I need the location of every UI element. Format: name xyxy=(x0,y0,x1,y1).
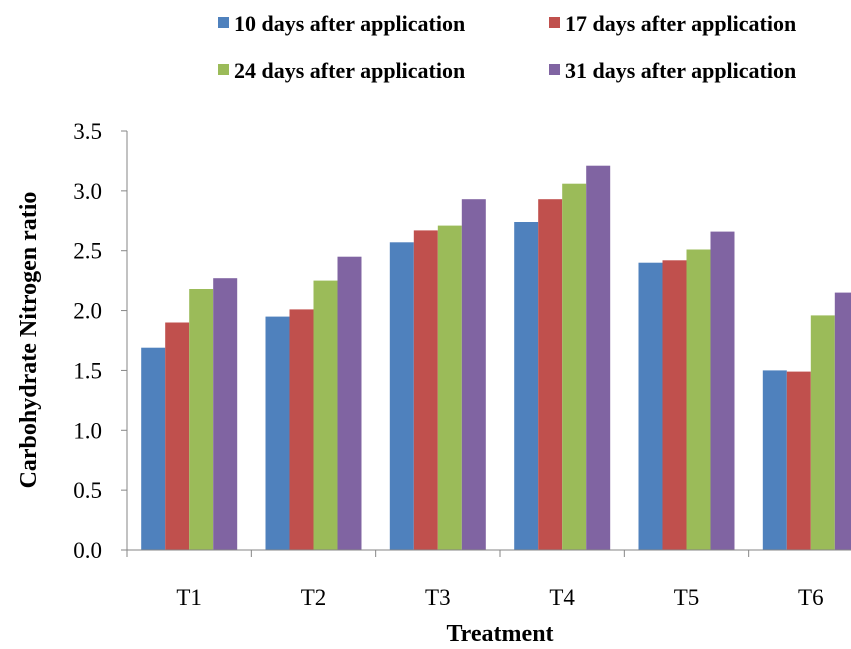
bar-t1-series-4 xyxy=(213,278,238,550)
y-tick-label-8: 3.5 xyxy=(73,119,102,144)
bar-t1-series-3 xyxy=(189,289,214,550)
bar-t4-series-3 xyxy=(562,183,587,550)
bar-t3-series-3 xyxy=(437,225,462,550)
bar-t4-series-4 xyxy=(586,165,611,550)
bar-t5-series-3 xyxy=(686,249,711,550)
bar-t6-series-1 xyxy=(762,370,787,550)
bar-t2-series-2 xyxy=(289,309,314,550)
bar-t5-series-2 xyxy=(662,260,687,550)
x-tick-label-t6: T6 xyxy=(798,585,824,610)
x-tick-label-t4: T4 xyxy=(549,585,575,610)
bar-t6-series-2 xyxy=(786,371,811,550)
legend-item-3: 24 days after application xyxy=(218,58,465,83)
legend-swatch-1 xyxy=(218,17,229,28)
bar-t6-series-3 xyxy=(810,315,835,550)
legend-swatch-3 xyxy=(218,64,229,75)
bar-t2-series-1 xyxy=(265,316,290,550)
bar-t1-series-1 xyxy=(141,347,166,550)
legend-item-4: 31 days after application xyxy=(549,58,796,83)
legend-label-4: 31 days after application xyxy=(565,58,796,83)
bar-t5-series-4 xyxy=(710,231,735,550)
bar-t2-series-4 xyxy=(337,256,362,550)
y-tick-label-5: 2.0 xyxy=(73,299,102,324)
bar-t2-series-3 xyxy=(313,280,338,550)
bar-t3-series-2 xyxy=(413,230,438,550)
legend-label-1: 10 days after application xyxy=(234,11,465,36)
legend-swatch-2 xyxy=(549,17,560,28)
x-tick-label-t5: T5 xyxy=(674,585,700,610)
bar-t3-series-1 xyxy=(389,242,414,551)
y-tick-label-4: 1.5 xyxy=(73,358,102,383)
bar-t6-series-4 xyxy=(834,292,851,550)
x-tick-label-t1: T1 xyxy=(176,585,202,610)
legend-swatch-4 xyxy=(549,64,560,75)
legend-item-1: 10 days after application xyxy=(218,11,465,36)
plot-area: 0.0 0.5 1.0 1.5 2.0 2.5 3.0 3.5 T1 T2 T3 T4 T5 T6 xyxy=(73,119,851,610)
y-tick-label-1: 0.0 xyxy=(73,538,102,563)
y-axis-title: Carbohydrate Nitrogen ratio xyxy=(16,192,42,489)
y-tick-label-6: 2.5 xyxy=(73,239,102,264)
bar-t1-series-2 xyxy=(165,322,190,550)
bar-t4-series-2 xyxy=(538,199,563,550)
bar-t4-series-1 xyxy=(514,222,539,550)
legend: 10 days after application 17 days after … xyxy=(218,11,796,83)
legend-label-2: 17 days after application xyxy=(565,11,796,36)
x-axis-title: Treatment xyxy=(446,621,553,644)
legend-label-3: 24 days after application xyxy=(234,58,465,83)
bar-t5-series-1 xyxy=(638,262,663,550)
bar-t3-series-4 xyxy=(461,199,486,550)
x-tick-label-t3: T3 xyxy=(425,585,451,610)
y-tick-label-2: 0.5 xyxy=(73,478,102,503)
y-tick-label-3: 1.0 xyxy=(73,418,102,443)
y-tick-label-7: 3.0 xyxy=(73,179,102,204)
legend-item-2: 17 days after application xyxy=(549,11,796,36)
x-tick-label-t2: T2 xyxy=(301,585,327,610)
